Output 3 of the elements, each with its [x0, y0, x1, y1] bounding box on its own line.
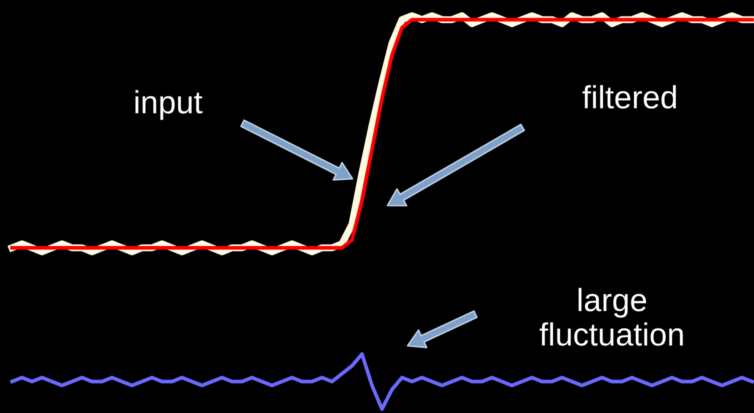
- annotation: filtered: [582, 85, 676, 109]
- annotation: input: [136, 90, 202, 120]
- annotation: large fluctuation: [540, 288, 683, 346]
